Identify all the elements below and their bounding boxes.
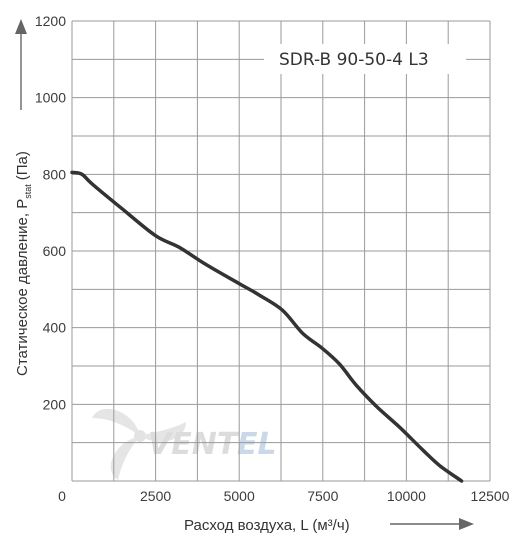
y-axis-title: Статическое давление, Pstat (Па) <box>14 151 33 376</box>
x-tick-label: 7500 <box>307 488 338 504</box>
x-axis-title: Расход воздуха, L (м³/ч) <box>184 517 350 534</box>
watermark-text-part2: EL <box>237 427 277 462</box>
x-tick-label: 0 <box>58 488 66 504</box>
model-label: SDR-B 90-50-4 L3 <box>279 50 429 70</box>
x-tick-label: 2500 <box>140 488 171 504</box>
fan-blades-icon <box>92 408 186 480</box>
x-tick-labels: 0 2500 5000 7500 10000 12500 <box>58 488 510 504</box>
model-label-group: SDR-B 90-50-4 L3 <box>264 44 466 74</box>
y-tick-label: 1000 <box>35 90 66 106</box>
arrow-up-icon <box>15 19 27 34</box>
x-axis-arrow <box>390 518 474 530</box>
y-tick-label: 1200 <box>35 13 66 29</box>
y-tick-label: 600 <box>43 243 67 259</box>
y-axis-arrow <box>15 19 27 110</box>
y-axis-title-unit: (Па) <box>14 151 31 180</box>
model-label-background <box>264 44 466 74</box>
y-tick-label: 400 <box>43 320 67 336</box>
performance-curve <box>70 170 464 483</box>
y-tick-label: 800 <box>43 166 67 182</box>
watermark-logo: VENT EL <box>92 408 277 480</box>
arrow-right-icon <box>459 518 474 530</box>
x-tick-label: 5000 <box>224 488 255 504</box>
x-tick-label: 12500 <box>471 488 510 504</box>
y-axis-title-sub: stat <box>23 184 33 199</box>
x-tick-label: 10000 <box>387 488 426 504</box>
y-axis-title-main: Статическое давление, P <box>14 199 31 376</box>
watermark-text-part1: VENT <box>148 427 240 462</box>
y-tick-labels: 200 400 600 800 1000 1200 <box>35 13 66 412</box>
grid-lines <box>71 20 491 482</box>
y-tick-label: 200 <box>43 396 67 412</box>
